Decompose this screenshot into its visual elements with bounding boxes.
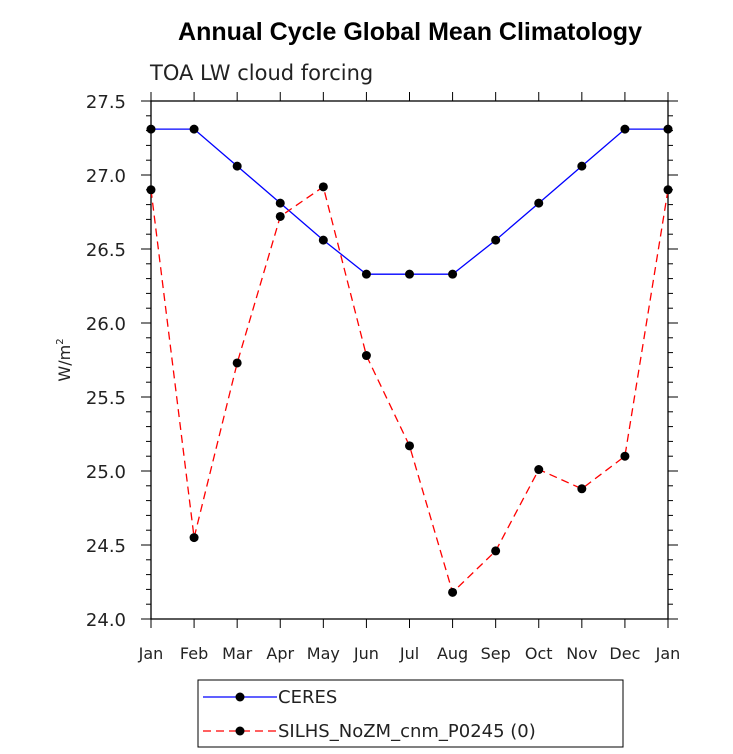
data-point-1	[620, 451, 630, 461]
x-tick-label: Apr	[266, 644, 294, 663]
y-axis-label-text: W/m	[55, 345, 74, 382]
data-point-0	[232, 161, 242, 171]
x-tick-label: Jan	[655, 644, 681, 663]
data-point-1	[318, 182, 328, 192]
chart-title: Annual Cycle Global Mean Climatology	[178, 18, 642, 46]
x-tick-label: Jun	[353, 644, 379, 663]
data-point-1	[275, 211, 285, 221]
data-point-0	[405, 269, 414, 279]
data-point-0	[275, 198, 285, 208]
x-tick-label: Aug	[437, 644, 468, 663]
data-point-1	[663, 185, 673, 195]
x-tick-label: Sep	[481, 644, 511, 663]
data-point-1	[405, 441, 414, 451]
y-tick-label: 25.0	[86, 462, 126, 483]
x-tick-label: Feb	[180, 644, 208, 663]
x-axis: Jan Feb Mar Apr May Jun Jul Aug Sep Oct Nov Dec Jan	[138, 92, 681, 663]
series-layer	[146, 124, 673, 597]
data-point-1	[146, 185, 156, 195]
y-tick-label: 25.5	[86, 388, 126, 409]
data-point-1	[448, 587, 458, 597]
data-point-1	[361, 351, 371, 361]
y-axis-label: W/m2	[55, 338, 74, 381]
legend-label-ceres: CERES	[278, 687, 337, 708]
y-axis: 24.0 24.5 25.0 25.5 26.0 26.5 27.0 27.5	[86, 92, 678, 631]
legend-label-silhs: SILHS_NoZM_cnm_P0245 (0)	[278, 721, 536, 742]
y-tick-label: 26.0	[86, 314, 126, 335]
data-point-1	[534, 465, 544, 475]
x-tick-label: Jul	[399, 644, 419, 663]
data-point-0	[361, 269, 371, 279]
y-tick-label: 26.5	[86, 240, 126, 261]
data-point-0	[189, 124, 199, 134]
y-tick-label: 27.0	[86, 166, 126, 187]
legend-marker-ceres	[235, 692, 245, 702]
plot-frame	[150, 100, 669, 620]
data-point-0	[663, 124, 673, 134]
series-line-0	[151, 128, 668, 275]
data-point-0	[318, 235, 328, 245]
x-tick-label: May	[307, 644, 340, 663]
x-tick-label: Mar	[222, 644, 253, 663]
data-point-0	[491, 235, 501, 245]
x-tick-label: Dec	[609, 644, 640, 663]
chart-subtitle: TOA LW cloud forcing	[149, 61, 373, 85]
data-point-0	[577, 161, 587, 171]
x-tick-label: Nov	[566, 644, 597, 663]
y-tick-label: 24.5	[86, 536, 126, 557]
y-tick-label: 24.0	[86, 610, 126, 631]
data-point-1	[189, 533, 199, 543]
data-point-0	[448, 269, 458, 279]
data-point-0	[534, 198, 544, 208]
legend: CERES SILHS_NoZM_cnm_P0245 (0)	[197, 679, 624, 748]
data-point-0	[146, 124, 156, 134]
legend-marker-silhs	[235, 726, 245, 736]
y-tick-label: 27.5	[86, 92, 126, 113]
data-point-1	[577, 484, 587, 494]
data-point-1	[491, 546, 501, 556]
x-tick-label: Jan	[138, 644, 164, 663]
data-point-0	[620, 124, 630, 134]
y-axis-label-superscript: 2	[55, 338, 66, 344]
series-line-1	[150, 185, 669, 594]
data-point-1	[232, 358, 242, 368]
legend-box	[197, 679, 624, 748]
x-tick-label: Oct	[525, 644, 553, 663]
